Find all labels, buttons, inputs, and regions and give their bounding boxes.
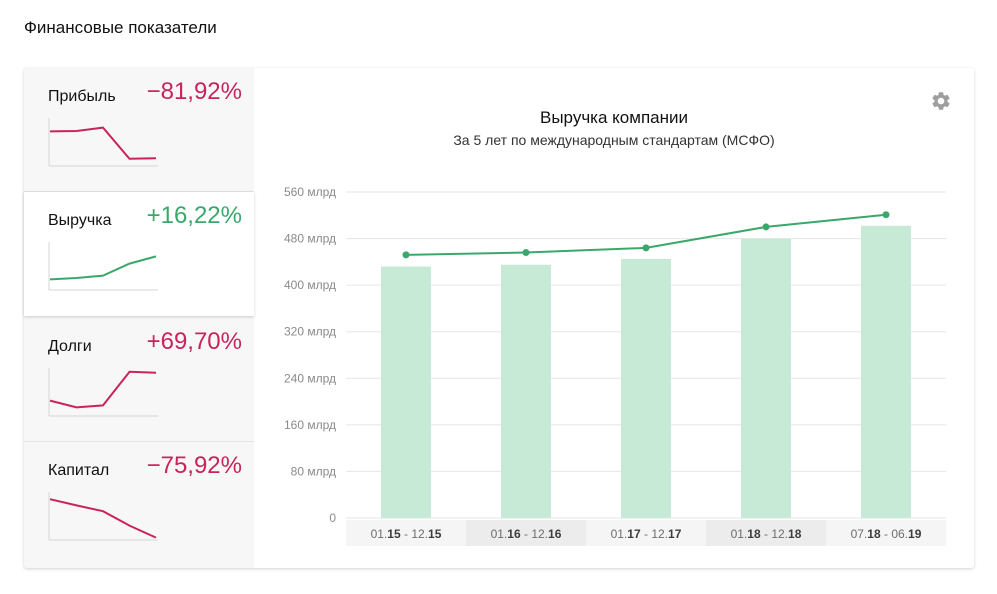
category-cell — [706, 520, 826, 546]
metric-change: −75,92% — [146, 452, 242, 479]
metric-change: −81,92% — [146, 78, 242, 105]
line-point — [882, 211, 890, 219]
category-cell — [586, 520, 706, 546]
sparkline-profit — [48, 118, 158, 167]
metric-revenue[interactable]: Выручка +16,22% — [24, 192, 254, 316]
bar — [501, 264, 551, 518]
x-tick-label: 01.18 - 12.18 — [731, 527, 802, 541]
x-tick-label: 07.18 - 06.19 — [851, 527, 922, 541]
y-tick-label: 560 млрд — [284, 185, 336, 199]
sparkline-line — [49, 370, 157, 409]
chart-panel: 0 80 млрд 160 млрд 240 млрд 320 млрд 400 млрд… — [254, 68, 974, 568]
metric-profit[interactable]: Прибыль −81,92% — [24, 68, 254, 192]
y-tick-label: 400 млрд — [284, 278, 336, 292]
category-cell — [346, 520, 466, 546]
gear-icon[interactable] — [930, 90, 952, 112]
metric-change: +16,22% — [146, 202, 242, 229]
sparkline-line — [49, 255, 157, 281]
bar — [621, 258, 671, 518]
metric-label: Выручка — [48, 212, 112, 229]
metrics-list: Прибыль −81,92% Выручка +16,22% Долги +6… — [24, 68, 254, 568]
y-tick-label: 320 млрд — [284, 325, 336, 339]
bar — [861, 225, 911, 518]
line-point — [642, 244, 650, 252]
sparkline-revenue — [48, 242, 158, 291]
y-tick-label: 0 — [329, 511, 336, 525]
metric-label: Долги — [48, 338, 92, 355]
chart-title: Выручка компании — [540, 108, 688, 127]
y-tick-label: 480 млрд — [284, 232, 336, 246]
x-tick-label: 01.17 - 12.17 — [611, 527, 682, 541]
revenue-chart: 0 80 млрд 160 млрд 240 млрд 320 млрд 400 млрд… — [284, 185, 946, 546]
sparkline-debts — [48, 368, 158, 417]
y-tick-label: 240 млрд — [284, 371, 336, 385]
y-tick-label: 160 млрд — [284, 418, 336, 432]
bar — [381, 266, 431, 518]
sparkline-line — [49, 498, 157, 539]
chart-subtitle: За 5 лет по международным стандартам (МС… — [453, 132, 775, 148]
line-point — [522, 249, 530, 257]
x-tick-label: 01.16 - 12.16 — [491, 527, 562, 541]
metric-debts[interactable]: Долги +69,70% — [24, 318, 254, 442]
metric-label: Прибыль — [48, 88, 116, 105]
bar — [741, 238, 791, 519]
page-title: Финансовые показатели — [24, 18, 217, 37]
line-point — [762, 223, 770, 231]
sparkline-line — [49, 126, 157, 160]
x-tick-label: 01.15 - 12.15 — [371, 527, 442, 541]
category-cell — [826, 520, 946, 546]
y-tick-label: 80 млрд — [291, 464, 336, 478]
financial-card: Прибыль −81,92% Выручка +16,22% Долги +6… — [24, 68, 974, 568]
metric-capital[interactable]: Капитал −75,92% — [24, 442, 254, 566]
sparkline-capital — [48, 492, 158, 541]
line-point — [402, 251, 410, 259]
category-cell — [466, 520, 586, 546]
metric-change: +69,70% — [146, 328, 242, 355]
metric-label: Капитал — [48, 462, 110, 479]
